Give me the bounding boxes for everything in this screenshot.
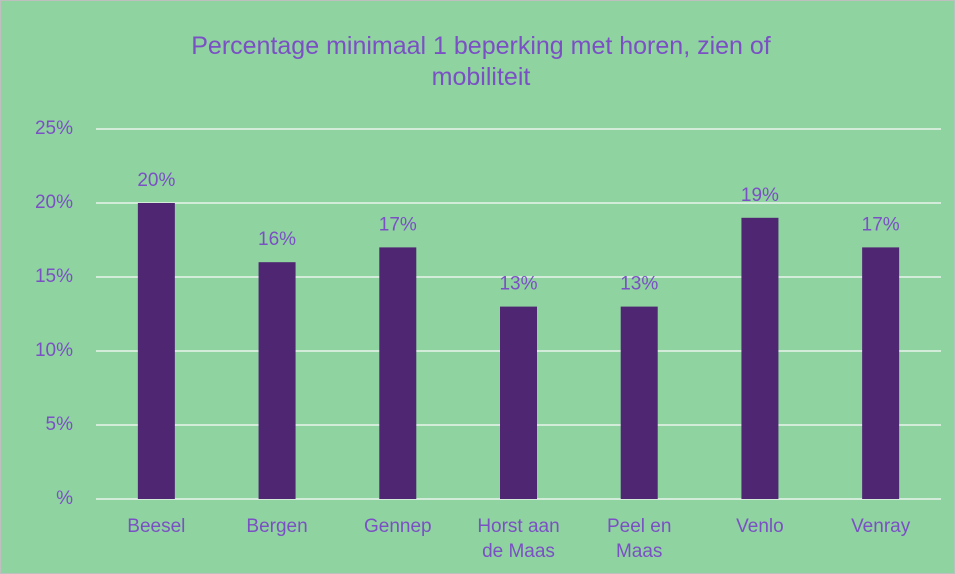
bar [862,247,900,499]
x-tick-label: Horst aan de Maas [477,516,560,562]
x-tick-label: Venray [851,516,911,537]
bar [620,306,658,499]
bar [258,262,296,499]
y-tick-label: 10% [35,340,73,361]
x-tick-label: Gennep [363,516,432,537]
data-label: 17% [379,214,417,235]
bar [500,306,537,499]
bar [741,217,779,500]
data-label: 20% [137,170,175,191]
data-label: 13% [620,274,658,295]
y-tick-label: 20% [35,192,73,213]
bar [379,247,417,499]
data-label: 13% [499,274,537,295]
y-tick-label: 25% [35,118,73,139]
chart-title: Percentage minimaal 1 beperking met hore… [191,32,771,91]
data-label: 17% [862,214,900,235]
x-tick-label: Beesel [127,516,186,537]
data-label: 16% [258,229,296,250]
y-tick-label: 15% [35,266,73,287]
x-tick-label: Venlo [736,516,784,537]
y-tick-label: 5% [46,414,74,435]
bar [137,203,175,499]
x-tick-label: Bergen [246,516,308,537]
data-label: 19% [741,185,779,206]
y-tick-label: % [56,488,73,509]
x-tick-label: Peel en Maas [606,516,672,562]
